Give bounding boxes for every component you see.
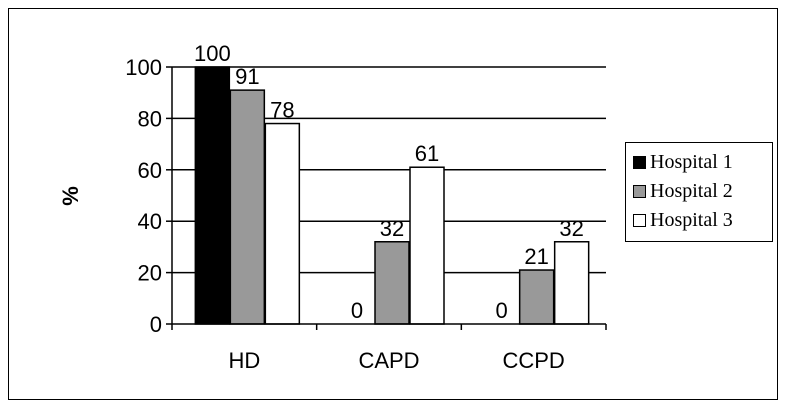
data-label: 78 [270, 98, 294, 123]
bar [229, 89, 266, 325]
legend-item-hospital-2: Hospital 2 [633, 177, 772, 206]
y-tick-label: 20 [138, 261, 162, 286]
data-label: 91 [235, 64, 259, 89]
legend-item-hospital-3: Hospital 3 [633, 206, 772, 235]
y-tick-label: 80 [138, 106, 162, 131]
bar [374, 241, 410, 325]
data-label: 32 [559, 216, 583, 241]
y-tick-label: 0 [150, 312, 162, 337]
data-label: 32 [380, 216, 404, 241]
x-tick-label: CAPD [358, 348, 419, 373]
bar [194, 66, 231, 325]
legend-swatch [633, 185, 646, 198]
y-tick-label: 100 [125, 55, 162, 80]
legend-swatch [633, 214, 646, 227]
data-label: 61 [415, 141, 439, 166]
y-tick-label: 60 [138, 158, 162, 183]
data-label: 0 [351, 298, 363, 323]
bar [553, 241, 590, 325]
y-tick-label: 40 [138, 209, 162, 234]
legend: Hospital 1 Hospital 2 Hospital 3 [625, 142, 773, 242]
legend-item-hospital-1: Hospital 1 [633, 148, 772, 177]
bar [264, 122, 301, 325]
x-tick-label: CCPD [502, 348, 564, 373]
legend-label: Hospital 2 [650, 180, 733, 202]
data-label: 0 [496, 298, 508, 323]
bar [518, 269, 555, 325]
legend-swatch [633, 156, 646, 169]
data-label: 21 [524, 244, 548, 269]
legend-label: Hospital 1 [650, 151, 733, 173]
legend-label: Hospital 3 [650, 209, 733, 231]
data-label: 100 [194, 41, 231, 66]
x-tick-label: HD [228, 348, 260, 373]
y-axis-label: % [58, 186, 83, 206]
bar [409, 166, 445, 325]
